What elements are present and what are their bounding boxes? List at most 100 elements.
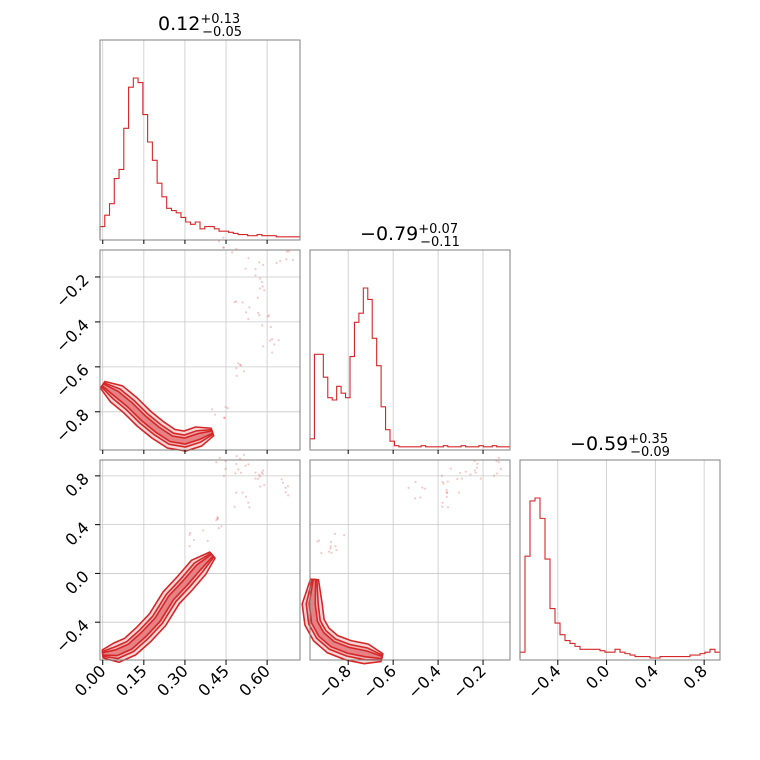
scatter-point <box>263 483 266 487</box>
scatter-point <box>254 477 257 480</box>
scatter-point <box>258 277 262 280</box>
title-plus-err: +0.13 <box>200 12 240 27</box>
scatter-point <box>226 407 229 410</box>
scatter-point <box>192 538 196 542</box>
x-tick-label: −0.2 <box>449 661 490 702</box>
y-tick-label: 0.8 <box>61 469 92 500</box>
scatter-point <box>445 491 448 494</box>
scatter-point <box>258 473 261 476</box>
scatter-point <box>238 363 242 367</box>
scatter-point <box>419 496 422 499</box>
x-tick-label: −0.8 <box>314 661 355 702</box>
scatter-point <box>244 464 247 467</box>
scatter-point <box>287 494 290 497</box>
scatter-point <box>449 467 452 470</box>
scatter-point <box>222 474 226 477</box>
histogram-param2 <box>309 287 510 448</box>
scatter-point <box>270 351 274 354</box>
scatter-point <box>260 471 263 474</box>
contour-level-3 <box>101 382 214 445</box>
scatter-point <box>262 263 265 267</box>
hist2-frame <box>309 249 511 451</box>
scatter-point <box>215 461 218 464</box>
scatter-point <box>223 416 226 419</box>
contour-level-3 <box>308 578 384 660</box>
scatter-point <box>334 545 337 548</box>
scatter-point <box>327 550 331 553</box>
scatter-point <box>280 478 283 481</box>
scatter-point <box>414 480 417 484</box>
scatter-point <box>330 540 333 543</box>
scatter-point <box>275 261 278 265</box>
scatter-point <box>333 532 337 535</box>
scatter-point <box>242 453 246 457</box>
scatter-point <box>469 473 472 476</box>
scatter-point <box>316 540 319 543</box>
scatter-point <box>258 287 262 290</box>
scatter-point <box>256 296 259 299</box>
scatter-point <box>329 545 332 548</box>
scatter-point <box>456 477 459 481</box>
scatter-point <box>407 486 410 489</box>
scatter-point <box>217 527 220 530</box>
scatter-point <box>281 481 285 484</box>
scatter-point <box>244 311 248 314</box>
scatter-point <box>291 258 295 261</box>
title-minus-err: −0.05 <box>202 25 242 40</box>
y-tick-label: 0.0 <box>61 567 92 598</box>
scatter-point <box>218 456 221 459</box>
scatter-point <box>216 517 219 520</box>
scatter-point <box>499 467 502 470</box>
title-plus-err: +0.35 <box>628 432 668 447</box>
scatter-point <box>475 466 479 469</box>
scatter-point <box>479 477 482 480</box>
scatter-point <box>460 477 463 480</box>
scatter-point <box>492 474 496 477</box>
scatter-point <box>277 339 280 342</box>
histogram-param1 <box>99 77 300 238</box>
scatter-point <box>211 408 214 411</box>
scatter-point <box>261 285 264 288</box>
scatter-point <box>237 468 240 471</box>
contour-level-2 <box>100 381 215 448</box>
scatter-point <box>261 324 264 327</box>
scatter-point <box>231 251 234 254</box>
scatter-point <box>235 300 238 303</box>
scatter-point <box>241 301 244 304</box>
y-tick-label: −0.4 <box>52 315 93 356</box>
scatter-point <box>235 462 238 466</box>
scatter-point <box>242 370 246 373</box>
y-tick-label: −0.6 <box>52 360 93 401</box>
scatter-point <box>497 456 500 459</box>
scatter-point <box>267 314 271 317</box>
scatter-point <box>237 362 240 365</box>
scatter-point <box>445 489 448 492</box>
x-tick-label: −0.4 <box>524 661 565 702</box>
scatter-point <box>235 491 238 494</box>
scatter-point <box>446 491 449 494</box>
scatter-point <box>224 405 227 409</box>
title-minus-err: −0.11 <box>420 235 460 250</box>
scatter-point <box>202 529 205 532</box>
scatter-point <box>258 475 262 478</box>
scatter-point <box>254 274 257 277</box>
scatter-point <box>414 497 417 500</box>
scatter-point <box>261 472 264 475</box>
scatter-point <box>317 539 321 542</box>
y-tick-label: 0.4 <box>61 518 92 549</box>
scatter-point <box>217 240 220 243</box>
scatter-point <box>247 317 250 321</box>
contour-level-3 <box>101 553 215 657</box>
x-tick-label: −0.6 <box>359 661 400 702</box>
scatter-point <box>222 236 225 239</box>
x-tick-label: 0.8 <box>680 661 711 692</box>
x-tick-label: 0.0 <box>582 661 613 692</box>
scatter-point <box>287 250 290 253</box>
x-tick-label: −0.4 <box>404 661 445 702</box>
scatter-point <box>285 258 288 261</box>
y-tick-label: −0.4 <box>52 616 93 657</box>
scatter-point <box>241 491 244 494</box>
scatter-point <box>222 246 225 249</box>
scatter-point <box>464 470 467 473</box>
